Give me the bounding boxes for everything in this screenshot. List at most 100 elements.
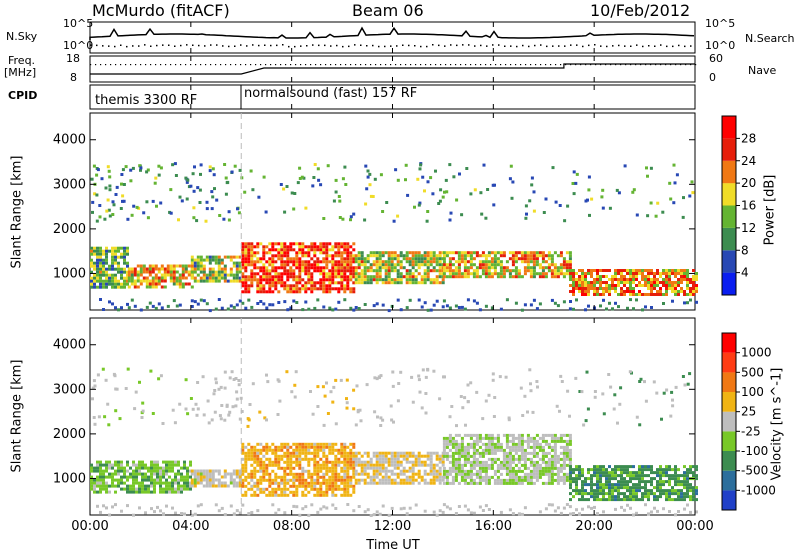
heatmap-cell-1-4 (559, 439, 563, 443)
heatmap-cell-1-0 (102, 484, 105, 488)
heatmap-cell-1-0 (117, 463, 120, 467)
heatmap-cell-1-5 (584, 480, 587, 484)
heatmap-cell-1-0 (126, 463, 129, 467)
scatter-cell-0-3 (349, 215, 353, 219)
heatmap-cell-0-5 (514, 266, 518, 270)
scatter-cell-0-1 (139, 168, 142, 172)
heatmap-cell-1-3 (423, 478, 427, 482)
heatmap-cell-0-4 (414, 263, 418, 267)
heatmap-cell-0-6 (608, 293, 611, 296)
heatmap-cell-1-2 (331, 475, 335, 479)
heatmap-cell-1-1 (193, 484, 197, 488)
scatter-cell-1-1 (238, 417, 242, 421)
heatmap-cell-0-4 (414, 269, 418, 273)
heatmap-cell-1-4 (544, 463, 548, 467)
ground-cell-0-5 (505, 298, 509, 302)
heatmap-cell-1-4 (514, 472, 518, 476)
scatter-cell-1-5 (662, 391, 666, 395)
heatmap-cell-1-2 (259, 451, 263, 455)
heatmap-cell-1-4 (457, 469, 461, 473)
heatmap-cell-0-3 (337, 269, 341, 273)
heatmap-cell-1-3 (354, 460, 358, 464)
heatmap-cell-1-3 (399, 472, 403, 476)
heatmap-cell-0-5 (457, 251, 461, 255)
heatmap-cell-1-4 (448, 448, 452, 452)
heatmap-cell-1-1 (220, 481, 224, 485)
heatmap-cell-1-3 (402, 451, 406, 455)
heatmap-cell-1-4 (442, 466, 446, 470)
ground-cell-1-0 (120, 509, 123, 513)
ground-cell-1-5 (677, 510, 680, 513)
nsearch-dot (240, 44, 242, 46)
heatmap-cell-0-5 (535, 260, 539, 264)
heatmap-cell-1-2 (292, 442, 296, 446)
heatmap-cell-1-4 (553, 433, 557, 437)
heatmap-cell-1-3 (423, 469, 427, 473)
heatmap-cell-1-4 (532, 442, 536, 446)
heatmap-cell-1-4 (487, 466, 491, 470)
ground-cell-0-2 (229, 304, 233, 308)
heatmap-cell-1-2 (280, 490, 284, 494)
heatmap-cell-0-5 (541, 257, 545, 261)
heatmap-cell-1-4 (442, 481, 446, 485)
heatmap-cell-0-2 (202, 276, 206, 280)
heatmap-cell-1-4 (565, 457, 569, 461)
heatmap-cell-1-2 (274, 475, 278, 479)
heatmap-cell-1-5 (590, 486, 593, 490)
heatmap-cell-1-3 (420, 463, 424, 467)
heatmap-cell-0-4 (426, 269, 430, 273)
heatmap-cell-0-2 (220, 258, 224, 262)
ground-cell-1-0 (114, 503, 117, 507)
heatmap-cell-1-4 (478, 445, 482, 449)
heatmap-cell-0-5 (463, 266, 467, 270)
ground-cell-0-0 (126, 302, 129, 306)
heatmap-cell-1-3 (399, 460, 403, 464)
heatmap-cell-0-2 (220, 273, 224, 277)
heatmap-cell-0-0 (126, 276, 129, 280)
heatmap-cell-0-3 (295, 275, 299, 279)
heatmap-cell-1-3 (396, 481, 400, 485)
heatmap-cell-0-0 (90, 252, 93, 256)
heatmap-cell-0-4 (432, 269, 436, 273)
heatmap-cell-0-5 (448, 260, 452, 264)
heatmap-cell-1-3 (366, 451, 370, 455)
heatmap-cell-1-2 (286, 460, 290, 464)
heatmap-cell-0-3 (250, 281, 254, 285)
ground-cell-0-6 (695, 300, 698, 304)
heatmap-cell-0-6 (662, 284, 665, 287)
heatmap-cell-0-4 (417, 260, 421, 264)
heatmap-cell-0-3 (307, 272, 311, 276)
heatmap-cell-0-2 (232, 279, 236, 283)
heatmap-cell-0-3 (247, 260, 251, 264)
heatmap-cell-0-5 (565, 260, 569, 264)
heatmap-cell-1-2 (289, 463, 293, 467)
heatmap-cell-1-4 (493, 481, 497, 485)
heatmap-cell-0-3 (322, 287, 326, 291)
heatmap-cell-0-6 (692, 293, 695, 296)
colorbar-swatch (722, 138, 736, 161)
heatmap-cell-1-4 (508, 454, 512, 458)
heatmap-cell-0-5 (481, 251, 485, 255)
ground-cell-0-0 (114, 306, 117, 310)
scatter-cell-0-1 (184, 176, 188, 180)
heatmap-cell-0-2 (208, 261, 212, 265)
scatter-cell-1-5 (582, 423, 586, 427)
heatmap-cell-1-0 (144, 478, 147, 482)
heatmap-cell-1-2 (316, 445, 320, 449)
heatmap-cell-1-5 (668, 474, 671, 478)
heatmap-cell-0-5 (454, 251, 458, 255)
heatmap-cell-0-6 (587, 284, 590, 287)
heatmap-cell-0-6 (677, 278, 680, 281)
heatmap-cell-1-5 (656, 498, 659, 502)
heatmap-cell-0-2 (199, 270, 203, 274)
heatmap-cell-1-3 (399, 469, 403, 473)
heatmap-cell-1-4 (457, 463, 461, 467)
heatmap-cell-1-5 (665, 480, 668, 484)
heatmap-cell-1-2 (277, 493, 281, 497)
heatmap-cell-0-3 (262, 269, 266, 273)
heatmap-cell-0-5 (541, 260, 545, 264)
scatter-cell-0-3 (317, 178, 321, 182)
nave-dot (435, 64, 437, 66)
heatmap-cell-1-0 (141, 463, 144, 467)
ground-cell-0-6 (587, 304, 590, 308)
